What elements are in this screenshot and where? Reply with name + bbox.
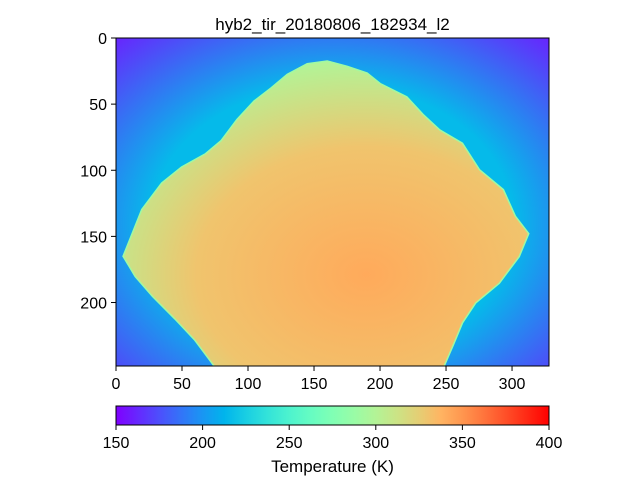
x-tick-label: 300 bbox=[499, 376, 526, 393]
object-rim bbox=[122, 60, 530, 366]
colorbar-tick-label: 250 bbox=[276, 435, 303, 452]
colorbar: 150 200 250 300 350 400 Temperature (K) bbox=[103, 405, 563, 476]
x-tick-label: 250 bbox=[433, 376, 460, 393]
colorbar-tick-label: 350 bbox=[449, 435, 476, 452]
chart-title: hyb2_tir_20180806_182934_l2 bbox=[215, 15, 449, 34]
x-tick-label: 50 bbox=[173, 376, 191, 393]
colorbar-frame bbox=[115, 405, 550, 426]
colorbar-tick-label: 200 bbox=[189, 435, 216, 452]
x-tick-label: 100 bbox=[235, 376, 262, 393]
y-tick-label: 50 bbox=[89, 97, 107, 114]
asteroid-body bbox=[123, 61, 528, 366]
y-tick-label: 0 bbox=[98, 31, 107, 48]
x-tick-label: 200 bbox=[367, 376, 394, 393]
colorbar-tick-label: 150 bbox=[103, 435, 130, 452]
colorbar-label: Temperature (K) bbox=[271, 457, 394, 476]
y-tick-label: 100 bbox=[80, 163, 107, 180]
x-axis-ticks: 0 50 100 150 200 250 300 bbox=[112, 366, 526, 393]
y-axis-ticks: 0 50 100 150 200 bbox=[80, 31, 116, 313]
colorbar-tick-label: 300 bbox=[362, 435, 389, 452]
colorbar-ticks: 150 200 250 300 350 400 bbox=[103, 425, 563, 452]
axes-frame bbox=[115, 37, 550, 367]
colorbar-tick-label: 400 bbox=[536, 435, 563, 452]
colorbar-gradient bbox=[116, 406, 549, 425]
x-tick-label: 0 bbox=[112, 376, 121, 393]
y-tick-label: 150 bbox=[80, 229, 107, 246]
x-tick-label: 150 bbox=[301, 376, 328, 393]
y-tick-label: 200 bbox=[80, 296, 107, 313]
